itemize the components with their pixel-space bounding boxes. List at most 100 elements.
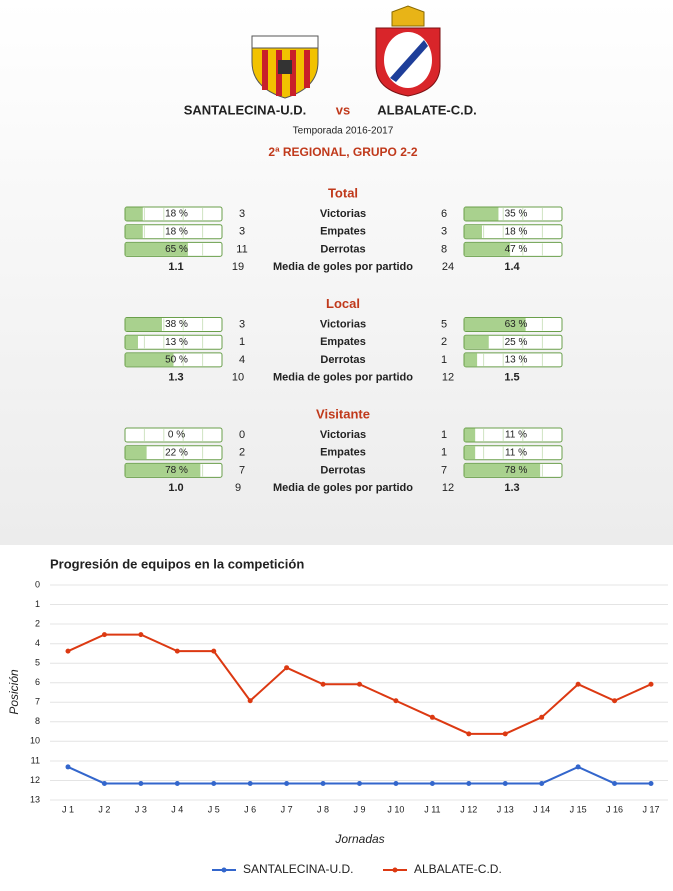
pct-bar-bg — [463, 224, 563, 240]
pct-bar-fill — [464, 335, 489, 349]
point — [502, 731, 508, 737]
pct-bar-fill — [464, 353, 478, 367]
pct-label: 78 % — [505, 465, 528, 476]
point — [65, 648, 71, 654]
avg-label: Media de goles por partido — [273, 261, 413, 273]
point — [247, 780, 253, 786]
y-tick-label: 4 — [35, 638, 40, 648]
pct-label: 11 % — [505, 447, 527, 458]
pct-bar-fill — [464, 428, 476, 442]
row-label: Empates — [320, 336, 366, 348]
legend-dot — [392, 867, 398, 873]
point — [138, 632, 144, 638]
pct-bar-fill — [125, 207, 143, 221]
legend-label: SANTALECINA-U.D. — [243, 862, 353, 876]
away-count: 6 — [441, 208, 447, 220]
point — [393, 698, 399, 704]
pct-bar-fill — [125, 446, 147, 460]
y-tick-label: 2 — [35, 618, 40, 628]
point — [174, 780, 180, 786]
x-tick-label: J 10 — [387, 804, 404, 814]
pct-label: 18 % — [165, 226, 188, 237]
home-avg: 1.1 — [168, 261, 183, 273]
point — [211, 648, 217, 654]
point — [575, 764, 581, 770]
away-count: 7 — [441, 464, 447, 476]
x-tick-label: J 2 — [98, 804, 110, 814]
point — [284, 665, 290, 671]
pct-bar-fill — [464, 463, 541, 477]
point — [466, 780, 472, 786]
away-logo — [375, 5, 441, 97]
pct-bar-fill — [464, 207, 499, 221]
point — [539, 714, 545, 720]
x-tick-label: J 9 — [353, 804, 365, 814]
y-tick-label: 5 — [35, 658, 40, 668]
section-title: Local — [326, 296, 360, 311]
y-tick-label: 0 — [35, 579, 40, 589]
pct-bar-bg — [463, 427, 563, 443]
point — [320, 780, 326, 786]
pct-bar-bg — [124, 334, 223, 350]
section-title: Visitante — [316, 406, 370, 421]
home-goals: 9 — [235, 482, 241, 494]
y-tick-label: 13 — [30, 794, 40, 804]
home-count: 3 — [239, 208, 245, 220]
pct-bar-fill — [125, 335, 138, 349]
pct-bar-fill — [464, 225, 482, 239]
away-avg: 1.3 — [504, 482, 519, 494]
x-tick-label: J 1 — [62, 804, 74, 814]
point — [320, 681, 326, 687]
home-count: 1 — [239, 336, 245, 348]
pct-label: 47 % — [505, 244, 528, 255]
pct-label: 0 % — [168, 430, 185, 441]
home-avg: 1.3 — [168, 371, 183, 383]
point — [648, 681, 654, 687]
pct-bar-bg — [124, 427, 223, 443]
y-tick-label: 11 — [31, 755, 40, 765]
x-tick-label: J 11 — [424, 804, 440, 814]
pct-label: 11 % — [505, 430, 527, 441]
pct-label: 65 % — [165, 244, 188, 255]
y-tick-label: 7 — [35, 697, 40, 707]
home-count: 3 — [239, 226, 245, 238]
home-avg: 1.0 — [168, 482, 183, 494]
y-tick-label: 8 — [35, 716, 40, 726]
pct-label: 18 % — [505, 226, 528, 237]
avg-label: Media de goles por partido — [273, 482, 413, 494]
away-count: 1 — [441, 429, 447, 441]
away-team: ALBALATE-C.D. — [377, 102, 476, 117]
pct-bar-fill — [125, 242, 188, 256]
home-goals: 10 — [232, 371, 244, 383]
row-label: Derrotas — [320, 354, 365, 366]
vs: vs — [336, 102, 350, 117]
away-goals: 24 — [442, 261, 454, 273]
season: Temporada 2016-2017 — [293, 126, 394, 137]
x-tick-label: J 17 — [642, 804, 659, 814]
home-count: 2 — [239, 447, 245, 459]
point — [247, 698, 253, 704]
pct-label: 63 % — [505, 319, 528, 330]
point — [174, 648, 180, 654]
pct-bar-fill — [125, 225, 143, 239]
pct-label: 18 % — [165, 209, 188, 220]
pct-bar-fill — [464, 446, 476, 460]
row-label: Empates — [320, 447, 366, 459]
home-logo — [251, 35, 319, 99]
home-count: 4 — [239, 354, 245, 366]
away-avg: 1.4 — [504, 261, 520, 273]
away-avg: 1.5 — [504, 371, 519, 383]
pct-label: 25 % — [505, 337, 528, 348]
x-tick-label: J 7 — [281, 804, 293, 814]
point — [612, 780, 618, 786]
x-tick-label: J 16 — [606, 804, 623, 814]
pct-bar-fill — [464, 318, 526, 331]
pct-label: 13 % — [505, 355, 528, 366]
avg-label: Media de goles por partido — [273, 371, 413, 383]
x-tick-label: J 12 — [460, 804, 477, 814]
x-tick-label: J 4 — [171, 804, 183, 814]
pct-label: 50 % — [165, 355, 188, 366]
legend-dot — [221, 867, 227, 873]
x-tick-label: J 5 — [208, 804, 220, 814]
